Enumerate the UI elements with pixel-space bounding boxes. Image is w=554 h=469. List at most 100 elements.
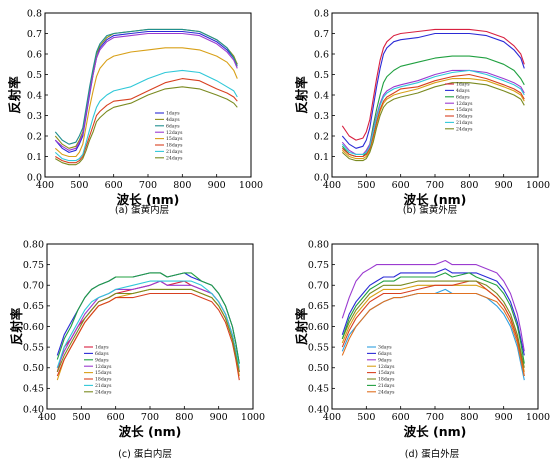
x-tick-label: 700	[141, 412, 159, 423]
x-tick-label: 900	[210, 412, 228, 423]
legend-label: 21days	[95, 383, 112, 389]
y-tick-label: 0.40	[23, 404, 44, 415]
y-axis-label: 反射率	[294, 76, 309, 114]
series-line-18days	[56, 292, 240, 381]
y-tick-label: 0.7	[314, 29, 329, 40]
series-line-15days	[54, 47, 238, 158]
x-tick-label: 900	[495, 412, 513, 423]
legend-label: 24days	[166, 155, 183, 161]
legend-label: 24days	[456, 126, 473, 132]
x-tick-label: 900	[208, 180, 226, 191]
series-line-18days	[341, 73, 525, 158]
y-tick-label: 0.60	[23, 322, 44, 333]
y-tick-label: 0.7	[27, 29, 42, 40]
y-tick-label: 0.3	[314, 111, 329, 122]
panel-caption: (c) 蛋白内层	[118, 448, 172, 460]
series-line-1days	[54, 30, 238, 153]
series-line-1days	[341, 28, 525, 141]
y-tick-label: 0.1	[314, 152, 329, 163]
y-tick-label: 0.8	[27, 8, 42, 19]
x-tick-label: 800	[173, 180, 191, 191]
panel-b: 400 500 600 700 800 900 1000 0.0 0.1 0.2 0.3 0.4 0.5…	[294, 8, 550, 216]
series-group	[56, 272, 240, 381]
legend-label: 6days	[456, 94, 470, 100]
y-tick-label: 0.65	[23, 301, 44, 312]
x-tick-label: 600	[392, 180, 410, 191]
legend-label: 15days	[378, 370, 395, 376]
series-group	[341, 259, 525, 381]
x-tick-label: 900	[495, 180, 513, 191]
legend-label: 9days	[95, 357, 109, 363]
series-line-24days	[56, 288, 240, 373]
legend-label: 1days	[166, 111, 180, 117]
legend-label: 15days	[456, 107, 473, 113]
series-line-24days	[55, 86, 238, 166]
legend-label: 12days	[95, 364, 112, 370]
y-tick-label: 0.80	[23, 239, 44, 250]
legend-label: 6days	[166, 123, 180, 129]
series-line-12days	[56, 280, 240, 372]
legend-label: 12days	[456, 101, 473, 107]
series-line-21days	[341, 272, 525, 364]
y-tick-label: 0.60	[308, 322, 329, 333]
x-tick-label: 800	[460, 180, 478, 191]
x-tick-label: 700	[426, 412, 444, 423]
series-line-9days	[56, 272, 240, 364]
legend-label: 18days	[378, 377, 395, 383]
legend-label: 1days	[456, 82, 470, 88]
legend-label: 12days	[378, 364, 395, 370]
series-line-15days	[341, 78, 525, 160]
y-tick-label: 0.6	[314, 49, 329, 60]
legend-label: 18days	[456, 114, 473, 120]
series-line-6days	[54, 28, 238, 145]
y-tick-label: 0.45	[23, 384, 44, 395]
x-axis-label: 波长 (nm)	[404, 424, 467, 439]
legend-label: 15days	[166, 136, 183, 142]
panel-caption: (a) 蛋黄内层	[115, 204, 169, 216]
x-tick-label: 500	[357, 412, 375, 423]
x-tick-label: 800	[175, 412, 193, 423]
x-axis-label: 波长 (nm)	[117, 192, 180, 207]
series-line-21days	[56, 280, 240, 368]
y-tick-label: 0.70	[23, 281, 44, 292]
y-axis-label: 反射率	[7, 76, 22, 114]
y-tick-label: 0.50	[308, 363, 329, 374]
series-line-6days	[341, 55, 525, 158]
y-tick-label: 0.55	[308, 342, 329, 353]
series-line-4days	[341, 32, 525, 149]
legend-label: 3days	[378, 345, 392, 351]
series-line-18days	[341, 280, 525, 368]
y-tick-label: 0.4	[27, 90, 42, 101]
x-tick-label: 600	[107, 412, 125, 423]
x-tick-label: 400	[323, 180, 341, 191]
legend-label: 24days	[378, 389, 395, 395]
legend-label: 18days	[95, 377, 112, 383]
x-tick-label: 1000	[526, 180, 550, 191]
panel-caption: (b) 蛋黄外层	[403, 204, 457, 216]
y-tick-label: 0.65	[308, 301, 329, 312]
series-line-24days	[341, 292, 525, 377]
series-line-12days	[54, 32, 238, 151]
y-tick-label: 0.40	[308, 404, 329, 415]
legend-label: 15days	[95, 370, 112, 376]
series-line-6days	[341, 268, 525, 356]
legend-label: 6days	[95, 351, 109, 357]
x-axis-label: 波长 (nm)	[119, 424, 182, 439]
panel-c: 400 500 600 700 800 900 1000 0.40 0.45 0.50 0.55 0.…	[9, 239, 265, 460]
panel-caption: (d) 蛋白外层	[405, 448, 459, 460]
legend-label: 21days	[378, 383, 395, 389]
series-line-21days	[54, 69, 238, 162]
legend-label: 18days	[166, 143, 183, 149]
x-tick-label: 400	[323, 412, 341, 423]
x-tick-label: 600	[105, 180, 123, 191]
legend: 1days4days6days12days15days18days21days2…	[155, 111, 183, 161]
series-line-1days	[56, 280, 240, 373]
y-tick-label: 0.4	[314, 90, 329, 101]
y-tick-label: 0.75	[23, 260, 44, 271]
y-tick-label: 0.75	[308, 260, 329, 271]
y-tick-label: 0.1	[27, 152, 42, 163]
y-tick-label: 0.0	[314, 172, 329, 183]
y-tick-label: 0.6	[27, 49, 42, 60]
panel-d: 400 500 600 700 800 900 1000 0.40 0.45 0.50 0.55 0.…	[294, 239, 550, 460]
x-tick-label: 400	[36, 180, 54, 191]
